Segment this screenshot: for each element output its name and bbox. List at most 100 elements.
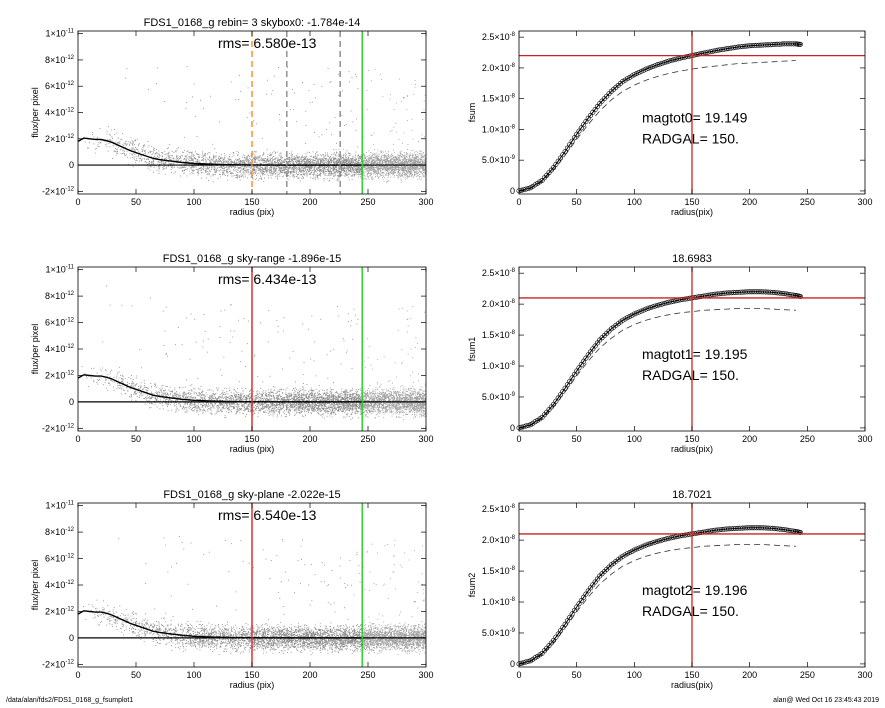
scatter-point bbox=[370, 177, 372, 178]
scatter-point bbox=[416, 157, 418, 159]
scatter-point bbox=[244, 165, 246, 167]
scatter-point bbox=[394, 167, 396, 169]
scatter-point bbox=[375, 157, 377, 159]
scatter-point bbox=[377, 168, 379, 170]
scatter-point bbox=[193, 169, 195, 171]
scatter-point bbox=[404, 157, 406, 159]
scatter-point bbox=[270, 175, 272, 177]
scatter-point bbox=[254, 168, 256, 170]
scatter-point bbox=[180, 155, 181, 157]
scatter-point bbox=[289, 167, 291, 168]
scatter-point bbox=[242, 169, 244, 170]
scatter-point bbox=[360, 170, 362, 172]
scatter-point bbox=[302, 171, 304, 173]
scatter-point bbox=[197, 154, 199, 156]
scatter-point bbox=[137, 156, 139, 158]
scatter-point bbox=[164, 168, 166, 170]
scatter-point bbox=[148, 162, 150, 164]
scatter-point bbox=[326, 175, 328, 177]
scatter-point bbox=[272, 166, 274, 168]
scatter-point bbox=[201, 177, 203, 179]
scatter-point bbox=[162, 169, 164, 170]
scatter-point bbox=[227, 174, 229, 176]
scatter-point bbox=[422, 157, 424, 158]
scatter-point bbox=[418, 158, 420, 160]
scatter-point bbox=[246, 156, 248, 158]
scatter-point bbox=[391, 161, 392, 163]
scatter-point bbox=[395, 163, 397, 165]
scatter-point bbox=[225, 170, 227, 172]
scatter-point bbox=[305, 156, 307, 158]
scatter-point bbox=[416, 155, 418, 157]
scatter-point bbox=[308, 170, 310, 172]
scatter-point bbox=[227, 160, 229, 162]
scatter-point bbox=[416, 162, 418, 164]
scatter-point bbox=[141, 159, 142, 161]
scatter-point bbox=[195, 151, 196, 153]
scatter-point bbox=[305, 163, 307, 165]
scatter-point bbox=[325, 172, 326, 174]
scatter-point bbox=[292, 169, 294, 171]
scatter-point bbox=[252, 177, 253, 179]
scatter-point bbox=[181, 166, 183, 168]
scatter-point bbox=[363, 117, 365, 119]
scatter-point bbox=[345, 173, 346, 175]
scatter-point bbox=[299, 161, 301, 162]
scatter-point bbox=[350, 169, 352, 171]
scatter-point bbox=[389, 131, 391, 132]
scatter-point bbox=[191, 165, 193, 167]
scatter-point bbox=[402, 154, 404, 155]
scatter-point bbox=[360, 159, 362, 160]
scatter-point bbox=[292, 171, 294, 172]
scatter-point bbox=[340, 175, 342, 176]
scatter-point bbox=[336, 170, 338, 171]
scatter-point bbox=[369, 155, 370, 157]
scatter-point bbox=[349, 167, 351, 169]
scatter-point bbox=[289, 160, 290, 161]
scatter-point bbox=[414, 160, 415, 161]
scatter-point bbox=[274, 159, 276, 160]
scatter-point bbox=[320, 174, 322, 176]
scatter-point bbox=[216, 159, 218, 161]
scatter-point bbox=[359, 171, 361, 172]
scatter-point bbox=[362, 166, 364, 167]
scatter-point bbox=[416, 167, 418, 169]
scatter-point bbox=[316, 151, 318, 153]
scatter-point bbox=[168, 147, 169, 149]
scatter-point bbox=[131, 143, 133, 145]
scatter-point bbox=[253, 165, 255, 167]
scatter-point bbox=[303, 157, 305, 158]
scatter-point bbox=[413, 170, 414, 171]
scatter-point bbox=[157, 152, 159, 154]
scatter-point bbox=[404, 172, 406, 174]
scatter-point bbox=[351, 170, 353, 172]
scatter-point bbox=[123, 152, 125, 154]
scatter-point bbox=[184, 166, 186, 168]
scatter-point bbox=[424, 169, 426, 171]
scatter-point bbox=[260, 175, 261, 177]
scatter-point bbox=[377, 175, 379, 177]
scatter-point bbox=[217, 178, 219, 179]
scatter-point bbox=[297, 157, 298, 159]
scatter-point bbox=[253, 159, 255, 161]
scatter-point bbox=[402, 170, 404, 172]
scatter-point bbox=[393, 126, 395, 128]
scatter-point bbox=[345, 160, 347, 162]
scatter-point bbox=[375, 171, 377, 173]
scatter-point bbox=[207, 168, 208, 170]
scatter-point bbox=[352, 162, 354, 163]
scatter-point bbox=[269, 172, 271, 174]
scatter-point bbox=[181, 154, 183, 156]
scatter-point bbox=[139, 157, 141, 159]
scatter-point bbox=[318, 136, 320, 138]
scatter-point bbox=[245, 156, 247, 158]
scatter-point bbox=[223, 165, 225, 167]
scatter-point bbox=[277, 159, 279, 161]
scatter-point bbox=[383, 172, 384, 173]
scatter-point bbox=[410, 149, 412, 151]
scatter-point bbox=[252, 158, 253, 160]
scatter-point bbox=[172, 158, 174, 160]
scatter-point bbox=[254, 162, 256, 163]
scatter-point bbox=[337, 161, 339, 163]
scatter-point bbox=[370, 157, 372, 159]
